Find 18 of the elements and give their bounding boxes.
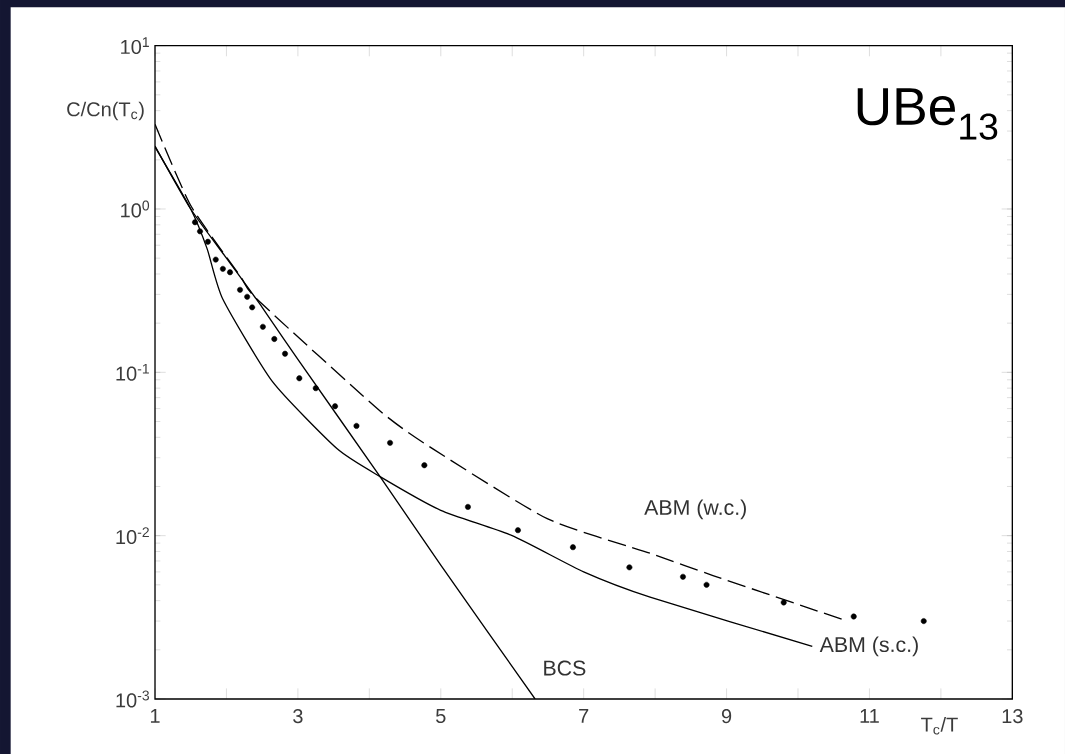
x-axis-title: T$_{c}$/T	[921, 717, 958, 735]
y-tick-label: 10$^{0}$	[121, 200, 150, 218]
x-tick-label: 5	[436, 709, 446, 723]
x-tick-label: 11	[860, 709, 879, 723]
y-tick-label: 10$^{-2}$	[116, 527, 149, 545]
y-tick-label: 10$^{-1}$	[116, 363, 149, 381]
series-label: ABM (w.c.)	[644, 499, 746, 520]
x-tick-label: 9	[721, 709, 732, 724]
y-tick-label: 10$^{1}$	[121, 37, 149, 55]
x-tick-label: 7	[579, 709, 589, 723]
series-label: BCS	[544, 660, 586, 676]
text: UBe$_{13}$	[857, 88, 998, 140]
y-tick-label: 10$^{-3}$	[116, 690, 150, 708]
x-tick-label: 1	[150, 709, 160, 723]
series-label: ABM (s.c.)	[819, 636, 918, 657]
x-tick-label: 3	[293, 709, 303, 724]
x-tick-label: 13	[1002, 709, 1023, 724]
y-axis-title: C/Cn(T$_{c}$)	[67, 101, 144, 121]
